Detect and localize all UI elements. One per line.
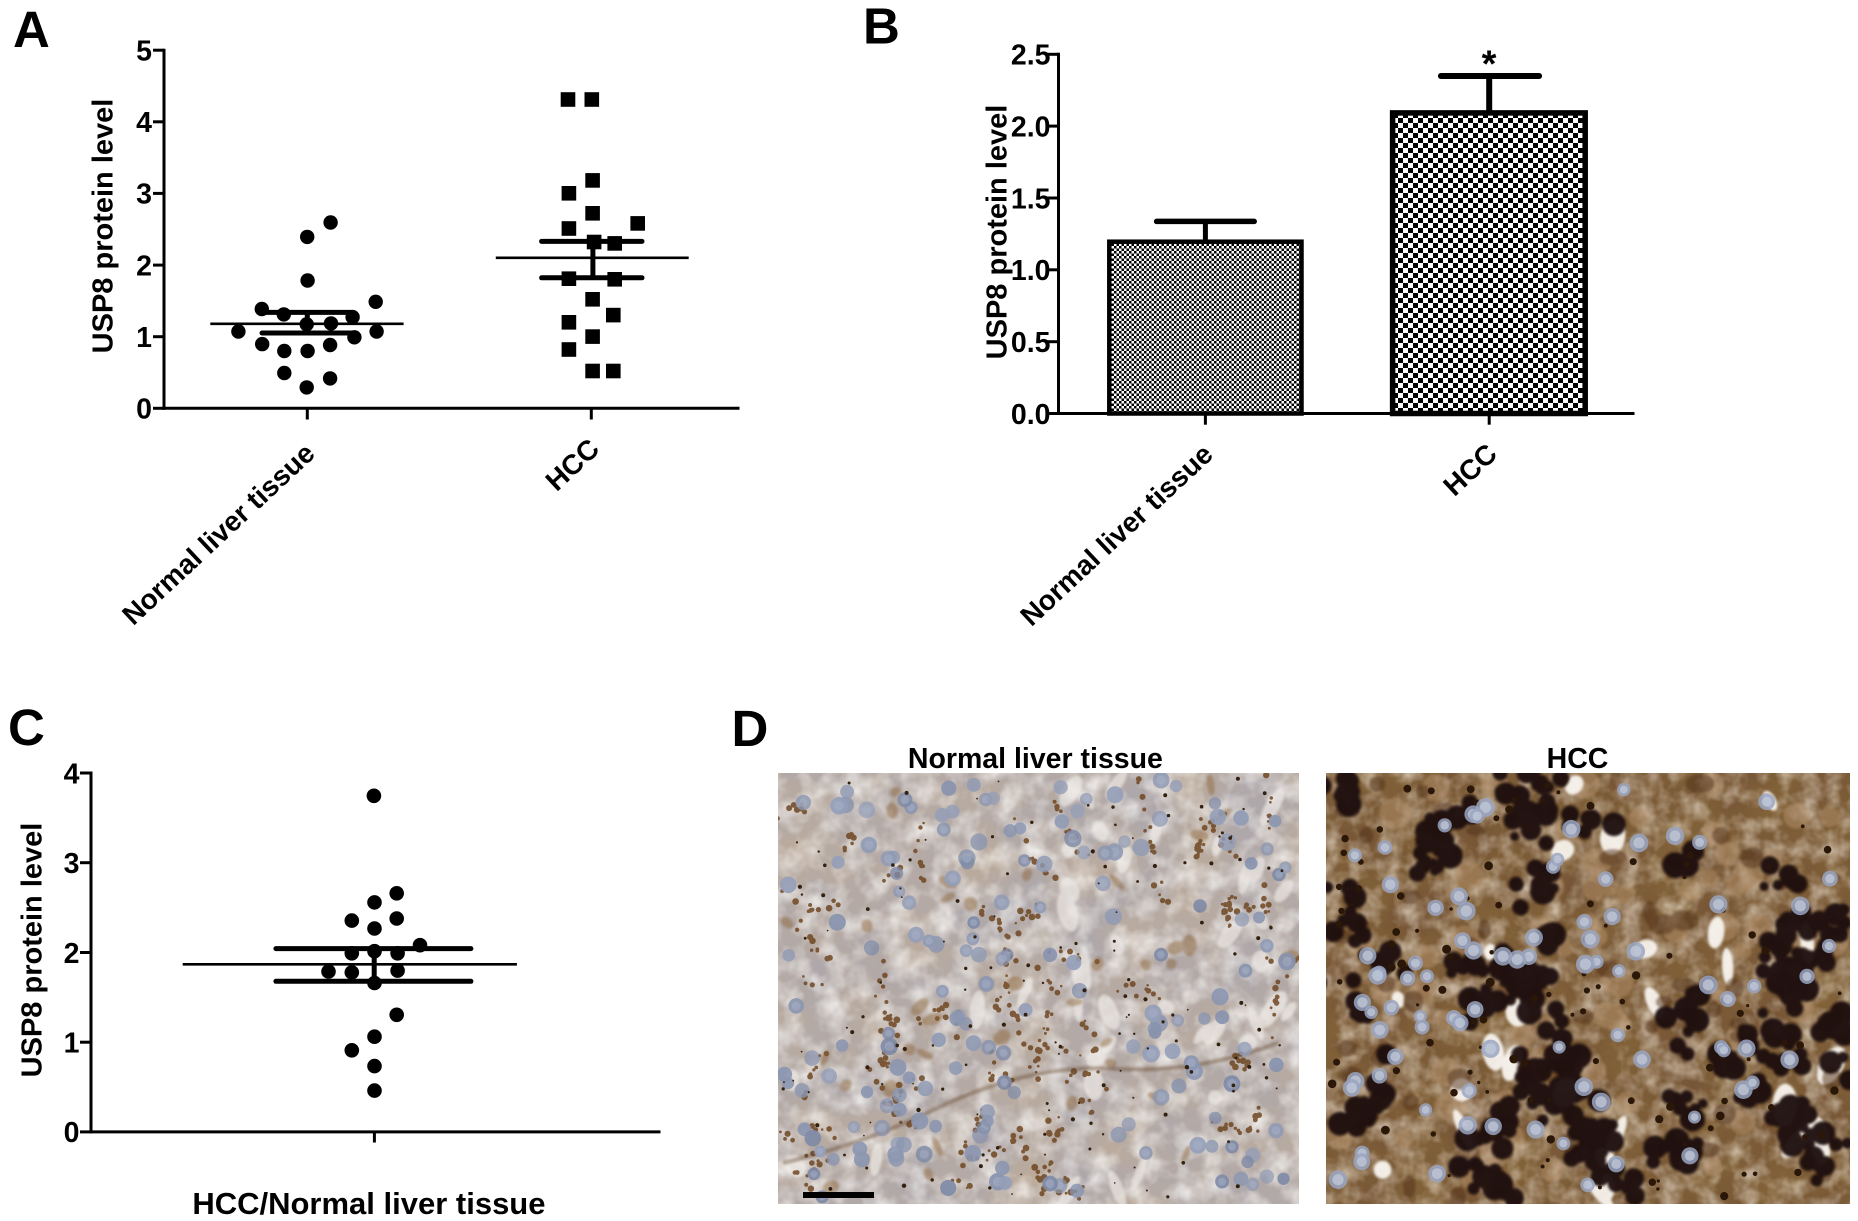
svg-text:2: 2 xyxy=(64,938,80,970)
svg-text:1.0: 1.0 xyxy=(1011,255,1051,287)
svg-text:C: C xyxy=(8,699,45,756)
svg-text:3: 3 xyxy=(136,179,152,211)
svg-text:0.5: 0.5 xyxy=(1011,327,1051,359)
svg-text:A: A xyxy=(13,1,50,58)
svg-text:Normal liver tissue: Normal liver tissue xyxy=(116,437,320,631)
svg-text:B: B xyxy=(863,0,900,55)
svg-text:4: 4 xyxy=(136,107,152,139)
svg-text:2.5: 2.5 xyxy=(1011,40,1051,72)
svg-text:5: 5 xyxy=(136,36,152,68)
svg-text:Normal liver tissue: Normal liver tissue xyxy=(1014,438,1218,632)
svg-text:1: 1 xyxy=(64,1028,80,1060)
svg-text:USP8 protein level: USP8 protein level xyxy=(17,823,49,1078)
svg-text:0: 0 xyxy=(64,1117,80,1149)
svg-text:D: D xyxy=(732,700,769,757)
svg-text:USP8 protein level: USP8 protein level xyxy=(88,99,120,354)
svg-text:1: 1 xyxy=(136,322,152,354)
svg-text:HCC: HCC xyxy=(1437,438,1503,502)
svg-text:USP8 protein level: USP8 protein level xyxy=(982,105,1014,360)
svg-text:Normal liver tissue: Normal liver tissue xyxy=(908,743,1163,775)
svg-text:2: 2 xyxy=(136,250,152,282)
svg-text:3: 3 xyxy=(64,848,80,880)
svg-text:*: * xyxy=(1482,44,1497,86)
svg-text:1.5: 1.5 xyxy=(1011,183,1051,215)
svg-text:HCC: HCC xyxy=(540,433,606,497)
svg-text:0: 0 xyxy=(136,394,152,426)
svg-text:2.0: 2.0 xyxy=(1011,111,1051,143)
svg-text:HCC: HCC xyxy=(1547,743,1609,775)
svg-text:HCC/Normal liver tissue: HCC/Normal liver tissue xyxy=(192,1186,545,1221)
svg-text:0.0: 0.0 xyxy=(1011,399,1051,431)
svg-text:4: 4 xyxy=(64,758,80,790)
